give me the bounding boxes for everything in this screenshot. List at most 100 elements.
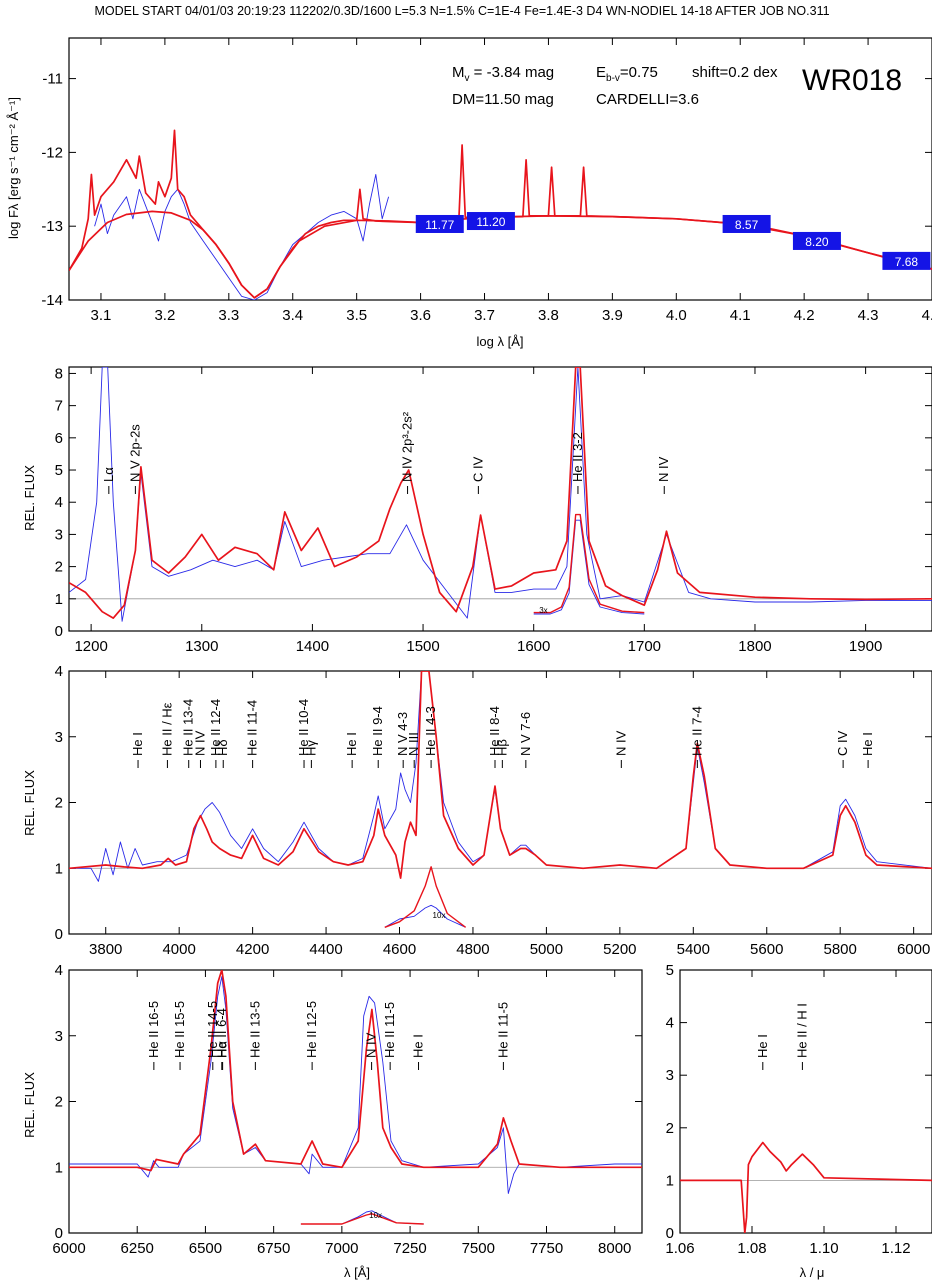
y-tick-label: 2 — [55, 559, 63, 576]
line-label: He II 8-4 — [487, 706, 502, 756]
y-tick-label: -13 — [41, 218, 63, 235]
x-tick-label: 5400 — [677, 941, 710, 958]
series-model — [69, 671, 932, 879]
inset-label: 10x — [369, 1211, 382, 1220]
cardelli-label: CARDELLI=3.6 — [596, 91, 699, 108]
x-tick-label: 1800 — [738, 638, 771, 655]
line-label: He II 4-3 — [423, 706, 438, 756]
series-observed — [69, 671, 932, 882]
y-tick-label: 8 — [55, 365, 63, 382]
x-tick-label: 1700 — [628, 638, 661, 655]
plot-area — [69, 129, 932, 300]
x-tick-label: 4.2 — [794, 307, 815, 324]
y-tick-label: 0 — [55, 623, 63, 640]
line-label: He II 10-4 — [296, 699, 311, 756]
line-label: Hγ — [303, 740, 318, 756]
series-model-3x-inset — [533, 513, 645, 614]
x-tick-label: 1900 — [849, 638, 882, 655]
x-tick-label: 5200 — [603, 941, 636, 958]
line-label: N IV — [364, 1032, 379, 1058]
ir-xlabel: λ / μ — [800, 1265, 825, 1280]
line-label: C IV — [835, 730, 850, 756]
panel-optical_blue: 3800 4000 4200 4400 4600 4800 5000 5200 5400 5600… — [55, 663, 932, 958]
x-tick-label: 3.5 — [346, 307, 367, 324]
line-label: He II 14-5 — [205, 1001, 220, 1058]
line-label: He II 11-5 — [382, 1002, 397, 1058]
line-label: He II 6-4 — [214, 1008, 229, 1058]
line-label: He II 16-5 — [146, 1001, 161, 1058]
x-tick-label: 4400 — [309, 941, 342, 958]
x-tick-label: 7250 — [393, 1240, 426, 1257]
line-label: He I — [860, 732, 875, 756]
x-tick-label: 6750 — [257, 1240, 290, 1257]
plot-area — [69, 970, 642, 1225]
plot-area — [69, 367, 932, 622]
x-tick-label: 1400 — [296, 638, 329, 655]
y-tick-label: -12 — [41, 144, 63, 161]
dm-label: DM=11.50 mag — [452, 91, 554, 108]
photometry-box — [415, 214, 464, 233]
line-label: Lα — [101, 467, 116, 482]
y-tick-label: 1 — [55, 1159, 63, 1176]
x-tick-label: 4.1 — [730, 307, 751, 324]
y-tick-label: 2 — [55, 1094, 63, 1111]
plot-area — [680, 1141, 932, 1233]
x-tick-label: 7000 — [325, 1240, 358, 1257]
line-label: He II 13-4 — [181, 699, 196, 756]
x-tick-label: 6250 — [121, 1240, 154, 1257]
opt-ylabel: REL. FLUX — [22, 770, 37, 836]
x-tick-label: 1.06 — [665, 1240, 694, 1257]
shift-label: shift=0.2 dex — [692, 64, 778, 81]
y-tick-label: 3 — [55, 1028, 63, 1045]
x-tick-label: 4.3 — [858, 307, 879, 324]
x-tick-label: 3.7 — [474, 307, 495, 324]
photometry-label: 11.20 — [476, 215, 505, 229]
series-model — [69, 367, 932, 619]
x-tick-label: 1300 — [185, 638, 218, 655]
y-tick-label: -11 — [42, 71, 63, 88]
y-tick-label: 2 — [666, 1120, 674, 1137]
y-tick-label: 2 — [55, 795, 63, 812]
y-tick-label: 5 — [55, 462, 63, 479]
line-label: He II 9-4 — [370, 706, 385, 756]
x-tick-label: 7500 — [462, 1240, 495, 1257]
x-tick-label: 3800 — [89, 941, 122, 958]
y-tick-label: -14 — [41, 292, 63, 309]
series-model — [680, 1141, 932, 1233]
header-text: MODEL START 04/01/03 20:19:23 112202/0.3… — [94, 4, 829, 18]
line-label: He II / H I — [794, 1003, 809, 1058]
series-model-10x-inset — [384, 866, 467, 928]
y-tick-label: 1 — [55, 591, 63, 608]
series-model-10x-inset — [300, 1213, 424, 1225]
y-tick-label: 5 — [666, 962, 674, 979]
star-name: WR018 — [802, 64, 902, 97]
line-label: He II / Hε — [159, 702, 174, 756]
line-label: He II 13-5 — [247, 1001, 262, 1058]
photometry-label: 7.68 — [895, 255, 919, 269]
line-label: N IV — [656, 456, 671, 482]
line-label: N IV — [192, 730, 207, 756]
series-observed-10x-inset — [384, 904, 466, 928]
sed-xlabel: log λ [Å] — [477, 334, 524, 349]
x-tick-label: 1.12 — [881, 1240, 910, 1257]
y-tick-label: 3 — [55, 526, 63, 543]
line-label: N III — [406, 732, 421, 756]
x-tick-label: 4.4 — [922, 307, 932, 324]
x-tick-label: 5800 — [824, 941, 857, 958]
line-label: N IV — [613, 730, 628, 756]
x-tick-label: 1600 — [517, 638, 550, 655]
y-tick-label: 4 — [55, 962, 63, 979]
y-tick-label: 1 — [55, 860, 63, 877]
line-label: C IV — [470, 456, 485, 482]
x-tick-label: 3.8 — [538, 307, 559, 324]
line-label: He II 15-5 — [172, 1001, 187, 1058]
inset-label: 3x — [539, 606, 547, 615]
line-label: He II 7-4 — [689, 706, 704, 756]
x-tick-label: 3.9 — [602, 307, 623, 324]
series-model-spectrum — [69, 129, 932, 299]
mv-label: Mv = -3.84 mag — [452, 64, 554, 84]
line-label: N V 7-6 — [518, 712, 533, 756]
series-model — [69, 970, 642, 1172]
line-label: Hβ — [494, 739, 509, 756]
x-tick-label: 6500 — [189, 1240, 222, 1257]
